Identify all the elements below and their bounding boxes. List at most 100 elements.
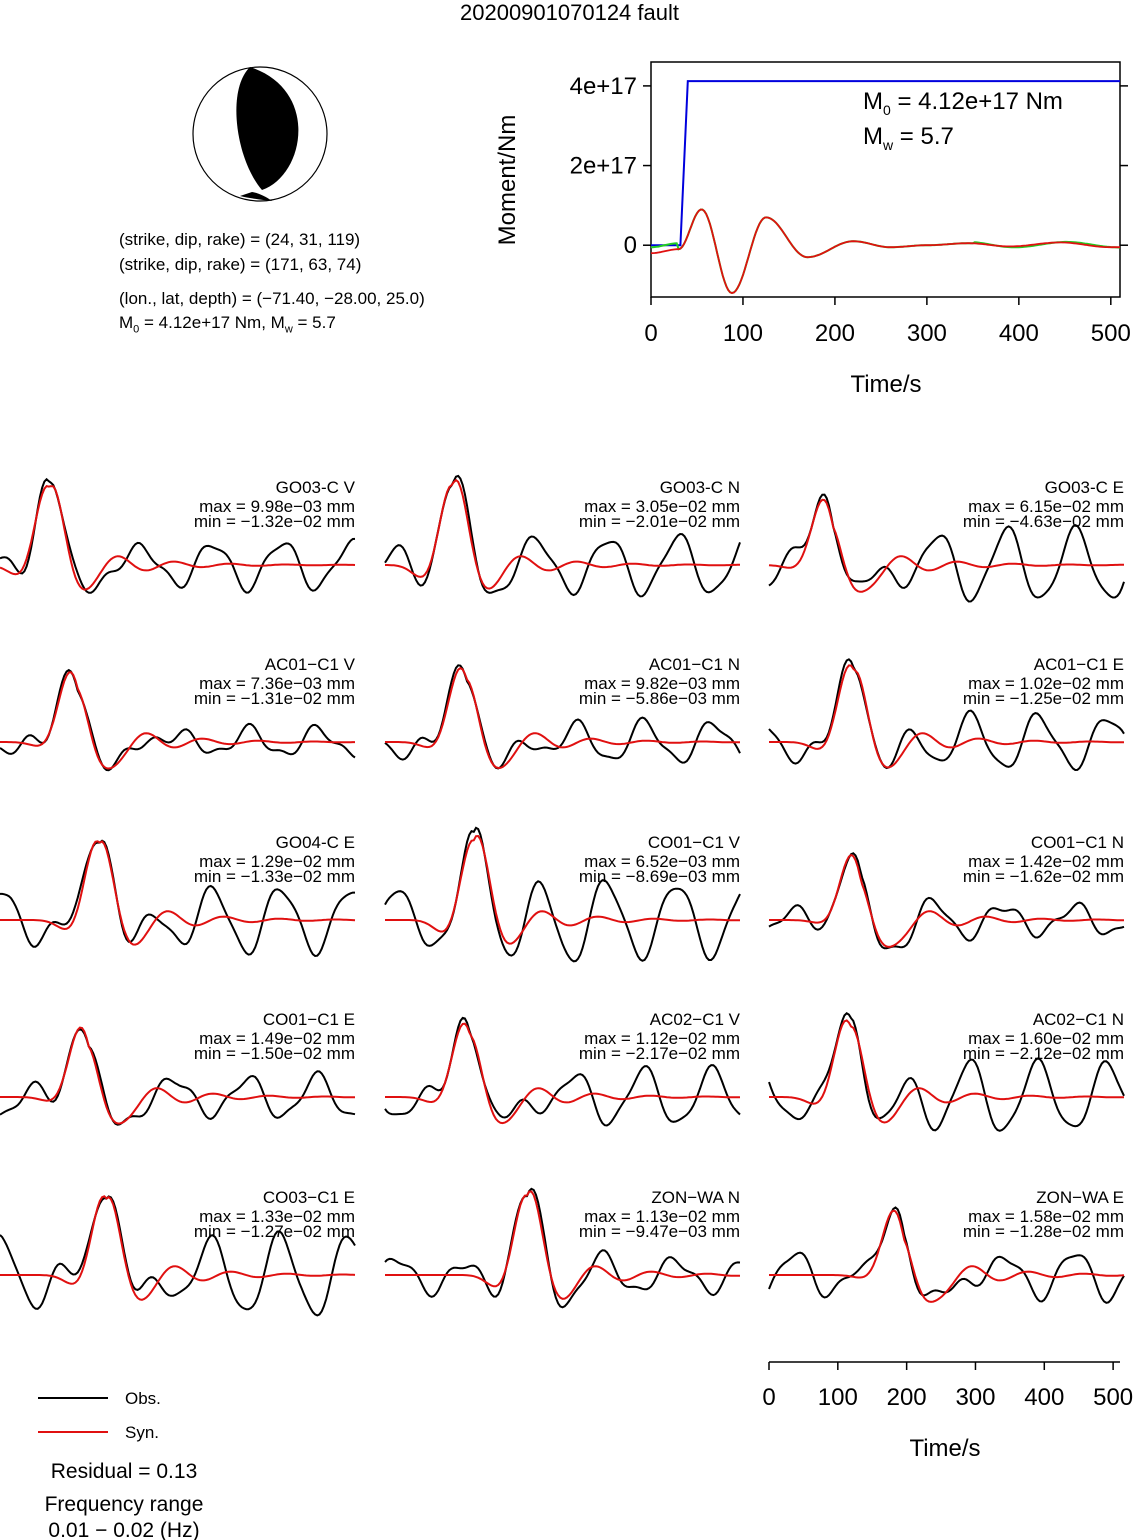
station-name: CO01−C1 N — [1031, 833, 1124, 852]
moment-magnitude-line: M0 = 4.12e+17 Nm, Mw = 5.7 — [119, 313, 336, 335]
nodal-plane-1: (strike, dip, rake) = (24, 31, 119) — [119, 230, 361, 249]
station-name: GO03-C E — [1045, 478, 1124, 497]
station-name: ZON−WA E — [1036, 1188, 1124, 1207]
observed-waveform — [768, 493, 1125, 603]
station-min: min = −1.62e−02 mm — [963, 867, 1124, 886]
waveform-xtick-label: 500 — [1093, 1384, 1133, 1411]
moment-xtick-label: 200 — [815, 320, 855, 347]
synthetic-waveform — [385, 478, 740, 590]
moment-xtick-label: 500 — [1091, 320, 1131, 347]
compressional-quadrant — [236, 67, 299, 190]
moment-value: = 4.12e+17 Nm, M — [139, 313, 285, 332]
station-min: min = −8.69e−03 mm — [579, 867, 740, 886]
observed-waveform — [384, 826, 741, 963]
station-name: AC01−C1 V — [265, 655, 356, 674]
waveform-xtick-label: 0 — [762, 1384, 775, 1411]
beachball — [192, 66, 328, 202]
annot-mw-subscript: w — [882, 137, 894, 153]
station-max: max = 9.82e−03 mm — [584, 674, 740, 693]
station-name: GO03-C N — [660, 478, 740, 497]
waveform-xtick-label: 200 — [887, 1384, 927, 1411]
station-max: max = 6.52e−03 mm — [584, 852, 740, 871]
station-min: min = −9.47e−03 mm — [579, 1222, 740, 1241]
synthetic-waveform — [0, 1026, 355, 1125]
station-name: AC01−C1 N — [649, 655, 740, 674]
station-name: CO01−C1 E — [263, 1010, 355, 1029]
mw-value: = 5.7 — [292, 313, 336, 332]
station-min: min = −2.12e−02 mm — [963, 1044, 1124, 1063]
moment-subscript: 0 — [133, 323, 140, 336]
annot-m0-symbol: M — [863, 88, 883, 115]
observed-waveform — [384, 664, 741, 770]
annot-m0-subscript: 0 — [883, 102, 891, 118]
station-max: max = 1.13e−02 mm — [584, 1207, 740, 1226]
station-name: AC02−C1 N — [1033, 1010, 1124, 1029]
moment-xlabel: Time/s — [850, 371, 921, 398]
mw-subscript: w — [284, 323, 293, 336]
observed-waveform — [768, 1012, 1125, 1132]
station-max: max = 1.58e−02 mm — [968, 1207, 1124, 1226]
moment-xtick-label: 300 — [907, 320, 947, 347]
synthetic-waveform — [385, 1190, 741, 1300]
annot-mw-value: = 5.7 — [893, 123, 954, 150]
moment-xtick-label: 100 — [723, 320, 763, 347]
synthetic-waveform — [385, 666, 740, 770]
synthetic-waveform — [769, 853, 1124, 948]
station-name: GO03-C V — [276, 478, 356, 497]
moment-annotation-m0: M0 = 4.12e+17 Nm — [863, 88, 1063, 118]
moment-annotation-mw: Mw = 5.7 — [863, 123, 954, 153]
moment-y-ticks: 0 2e+17 4e+17 — [570, 73, 1128, 259]
station-max: max = 1.49e−02 mm — [199, 1029, 355, 1048]
residual-text: Residual = 0.13 — [51, 1460, 198, 1483]
synthetic-waveform — [385, 834, 740, 945]
moment-xtick-label: 400 — [999, 320, 1039, 347]
station-max: max = 1.29e−02 mm — [199, 852, 355, 871]
moment-ylabel: Moment/Nm — [494, 115, 521, 246]
synthetic-waveform — [0, 671, 355, 770]
waveform-x-ticks: 0 100 200 300 400 500 — [762, 1362, 1133, 1411]
synthetic-waveform — [769, 664, 1125, 769]
waveform-xtick-label: 100 — [818, 1384, 858, 1411]
station-min: min = −1.31e−02 mm — [194, 689, 355, 708]
hypocenter-location: (lon., lat, depth) = (−71.40, −28.00, 25… — [119, 289, 425, 308]
station-name: ZON−WA N — [651, 1188, 740, 1207]
frequency-range-value: 0.01 − 0.02 (Hz) — [48, 1519, 199, 1540]
page-title: 20200901070124 fault — [460, 0, 679, 25]
waveform-xtick-label: 300 — [955, 1384, 995, 1411]
moment-plot-area: 0 2e+17 4e+17 0 100 200 300 400 500 Moment/Nm T… — [192, 61, 1131, 398]
station-max: max = 6.15e−02 mm — [968, 497, 1124, 516]
observed-waveform — [0, 668, 356, 772]
station-max: max = 1.42e−02 mm — [968, 852, 1124, 871]
station-min: min = −5.86e−03 mm — [579, 689, 740, 708]
compressional-quadrant-lower — [240, 192, 272, 201]
station-max: max = 1.12e−02 mm — [584, 1029, 740, 1048]
observed-waveform — [0, 839, 355, 958]
waveform-xlabel: Time/s — [909, 1435, 980, 1462]
moment-ytick-label: 2e+17 — [570, 153, 637, 180]
moment-ytick-label: 4e+17 — [570, 73, 637, 100]
synthetic-waveform — [385, 1022, 741, 1125]
synthetic-waveform — [769, 1019, 1124, 1124]
station-min: min = −2.01e−02 mm — [579, 512, 740, 531]
observed-waveform — [0, 1195, 356, 1317]
annot-m0-value: = 4.12e+17 Nm — [891, 88, 1063, 115]
nodal-plane-2: (strike, dip, rake) = (171, 63, 74) — [119, 255, 362, 274]
station-min: min = −1.28e−02 mm — [963, 1222, 1124, 1241]
moment-plot-frame — [650, 61, 1121, 298]
synthetic-waveform — [768, 498, 1124, 593]
station-min: min = −4.63e−02 mm — [963, 512, 1124, 531]
observed-waveform — [384, 1187, 741, 1309]
